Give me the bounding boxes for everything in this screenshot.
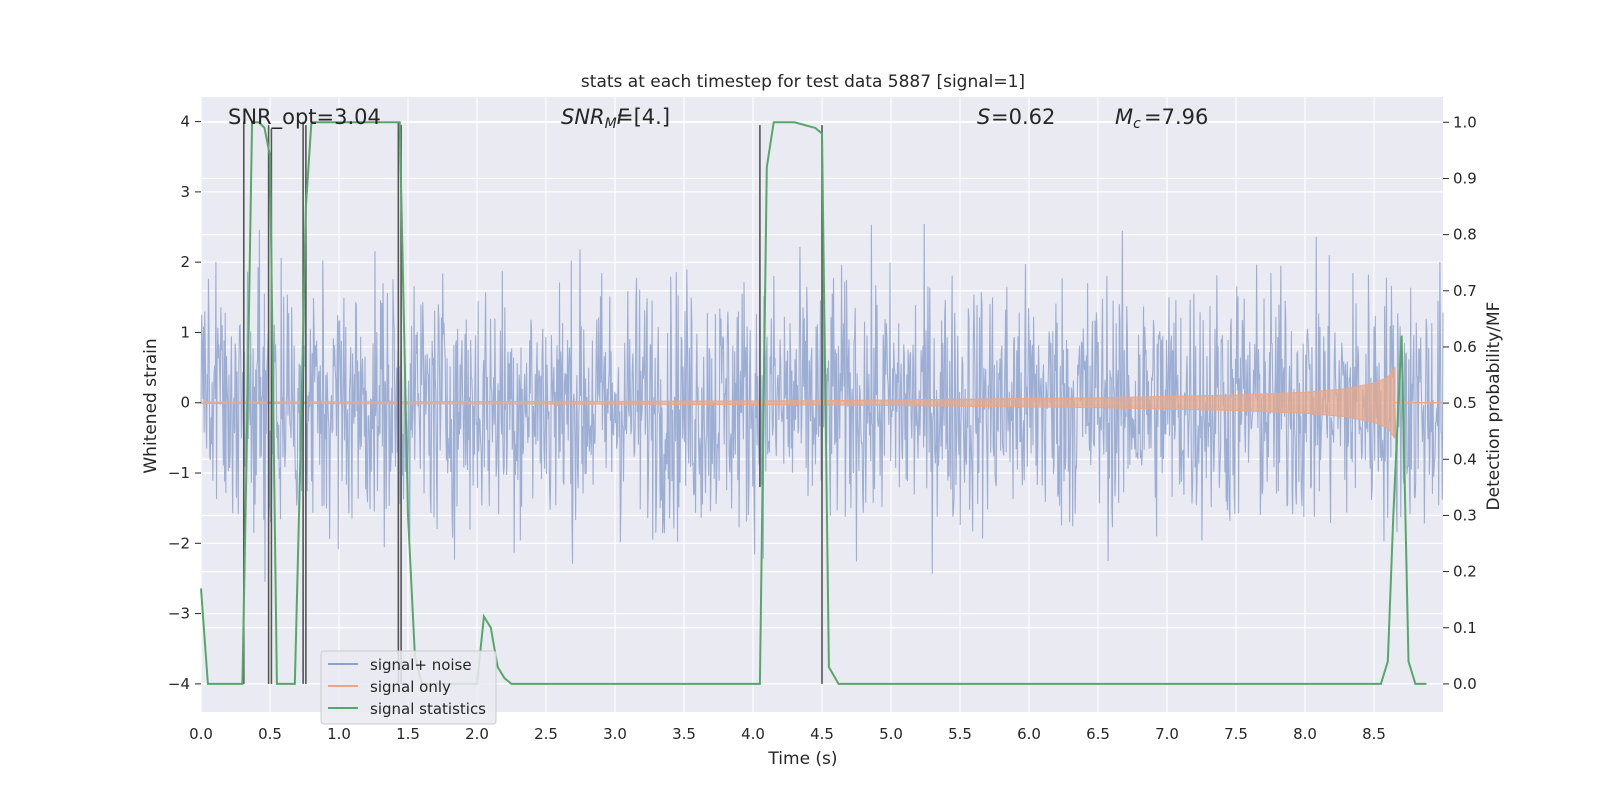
y-tick-label: −3 (168, 605, 190, 623)
y2-axis-ticks: 1.0 0.9 0.8 0.7 0.6 0.5 0.4 0.3 0.2 0.1 0.0 (1443, 113, 1477, 693)
y2-tick-label: 0.5 (1453, 394, 1477, 412)
x-tick-label: 4.5 (810, 725, 834, 743)
legend-entry-noise: signal+ noise (370, 656, 472, 674)
annotation-s-value: =0.62 (991, 105, 1055, 129)
x-tick-label: 0.5 (258, 725, 282, 743)
y2-tick-label: 0.6 (1453, 338, 1477, 356)
y2-tick-label: 0.2 (1453, 563, 1477, 581)
annotation-mc: Mc =7.96 (1115, 105, 1208, 132)
y2-tick-label: 1.0 (1453, 113, 1477, 131)
x-tick-label: 7.5 (1224, 725, 1248, 743)
y-tick-label: 4 (180, 113, 190, 131)
x-tick-label: 3.0 (603, 725, 627, 743)
y2-tick-label: 0.4 (1453, 450, 1477, 468)
y-tick-label: 0 (180, 394, 190, 412)
series-band-signal-only (200, 366, 1396, 440)
x-axis-label: Time (s) (767, 749, 837, 769)
legend: signal+ noise signal only signal statist… (320, 650, 497, 725)
series-line-signal-statistics (200, 121, 1427, 685)
annotation-s-symbol: S (977, 105, 990, 129)
x-axis-ticks: 0.0 0.5 1.0 1.5 2.0 2.5 3.0 3.5 4.0 4.5 5.0 5.5 6.0 6… (189, 725, 1386, 743)
y2-tick-label: 0.8 (1453, 226, 1477, 244)
x-tick-label: 3.5 (672, 725, 696, 743)
y2-axis-label: Detection probability/MF (1484, 302, 1504, 511)
x-tick-label: 0.0 (189, 725, 213, 743)
x-tick-label: 1.5 (396, 725, 420, 743)
x-tick-label: 6.5 (1086, 725, 1110, 743)
x-tick-label: 7.0 (1155, 725, 1179, 743)
x-tick-label: 5.0 (879, 725, 903, 743)
y-tick-label: 1 (180, 323, 190, 341)
x-tick-label: 8.5 (1362, 725, 1386, 743)
annotation-mc-value: =7.96 (1144, 105, 1208, 129)
annotation-snr-mf: SNRMF =[4.] (561, 105, 670, 132)
x-tick-label: 1.0 (327, 725, 351, 743)
y2-tick-label: 0.0 (1453, 675, 1477, 693)
annotation-snr-mf-symbol: SNRMF (561, 105, 630, 132)
annotation-s: S =0.62 (977, 105, 1055, 129)
y2-tick-label: 0.3 (1453, 506, 1477, 524)
x-tick-label: 4.0 (741, 725, 765, 743)
y-tick-label: 3 (180, 183, 190, 201)
x-tick-label: 6.0 (1017, 725, 1041, 743)
series-signal-statistics (200, 121, 1427, 685)
annotation-snr-opt: SNR_opt=3.04 (228, 105, 381, 130)
y-tick-label: 2 (180, 253, 190, 271)
y2-tick-label: 0.9 (1453, 169, 1477, 187)
x-tick-label: 5.5 (948, 725, 972, 743)
y2-tick-label: 0.7 (1453, 282, 1477, 300)
y-tick-label: −2 (168, 534, 190, 552)
annotation-snr-mf-value: =[4.] (616, 105, 670, 129)
legend-entry-signal: signal only (370, 678, 451, 696)
x-tick-label: 8.0 (1293, 725, 1317, 743)
legend-entry-stats: signal statistics (370, 700, 486, 718)
chart-title: stats at each timestep for test data 588… (581, 72, 1025, 92)
y-axis-ticks: 4 3 2 1 0 −1 −2 −3 −4 (168, 113, 201, 693)
y-tick-label: −4 (168, 675, 190, 693)
y-tick-label: −1 (168, 464, 190, 482)
x-tick-label: 2.0 (465, 725, 489, 743)
y-axis-label: Whitened strain (141, 338, 161, 473)
x-tick-label: 2.5 (534, 725, 558, 743)
legend-box (320, 650, 497, 725)
y2-tick-label: 0.1 (1453, 619, 1477, 637)
